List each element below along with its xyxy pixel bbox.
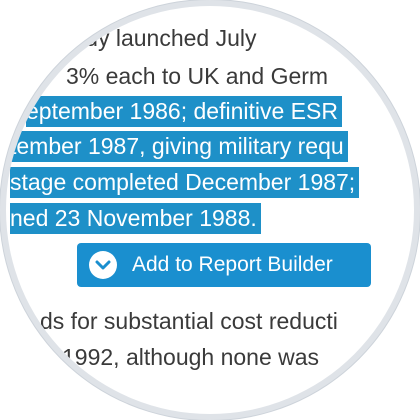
document-text: tudy launched July 3% each to UK and Ger… [6, 6, 414, 414]
text-line: 3% each to UK and Germ [66, 63, 329, 89]
add-to-report-builder-button[interactable]: Add to Report Builder [77, 243, 371, 287]
magnifier-lens: tudy launched July 3% each to UK and Ger… [6, 6, 414, 414]
highlighted-line: tember 1987, giving military requ [10, 131, 348, 162]
add-to-report-builder-label: Add to Report Builder [132, 253, 333, 276]
selection-highlight: ned 23 November 1988. [10, 203, 261, 234]
text-line: 1992, although none was [62, 344, 320, 370]
selection-highlight: tember 1987, giving military requ [10, 131, 348, 162]
highlighted-line: eptember 1986; definitive ESR [26, 96, 342, 127]
chevron-down-circle-icon [89, 251, 117, 279]
highlighted-line: stage completed December 1987; [10, 167, 360, 198]
selection-highlight: stage completed December 1987; [10, 167, 360, 198]
text-line: ds for substantial cost reducti [40, 308, 338, 334]
selection-highlight: eptember 1986; definitive ESR [26, 96, 342, 127]
text-line: tudy launched July [66, 25, 257, 51]
highlighted-line: ned 23 November 1988. [10, 203, 261, 234]
